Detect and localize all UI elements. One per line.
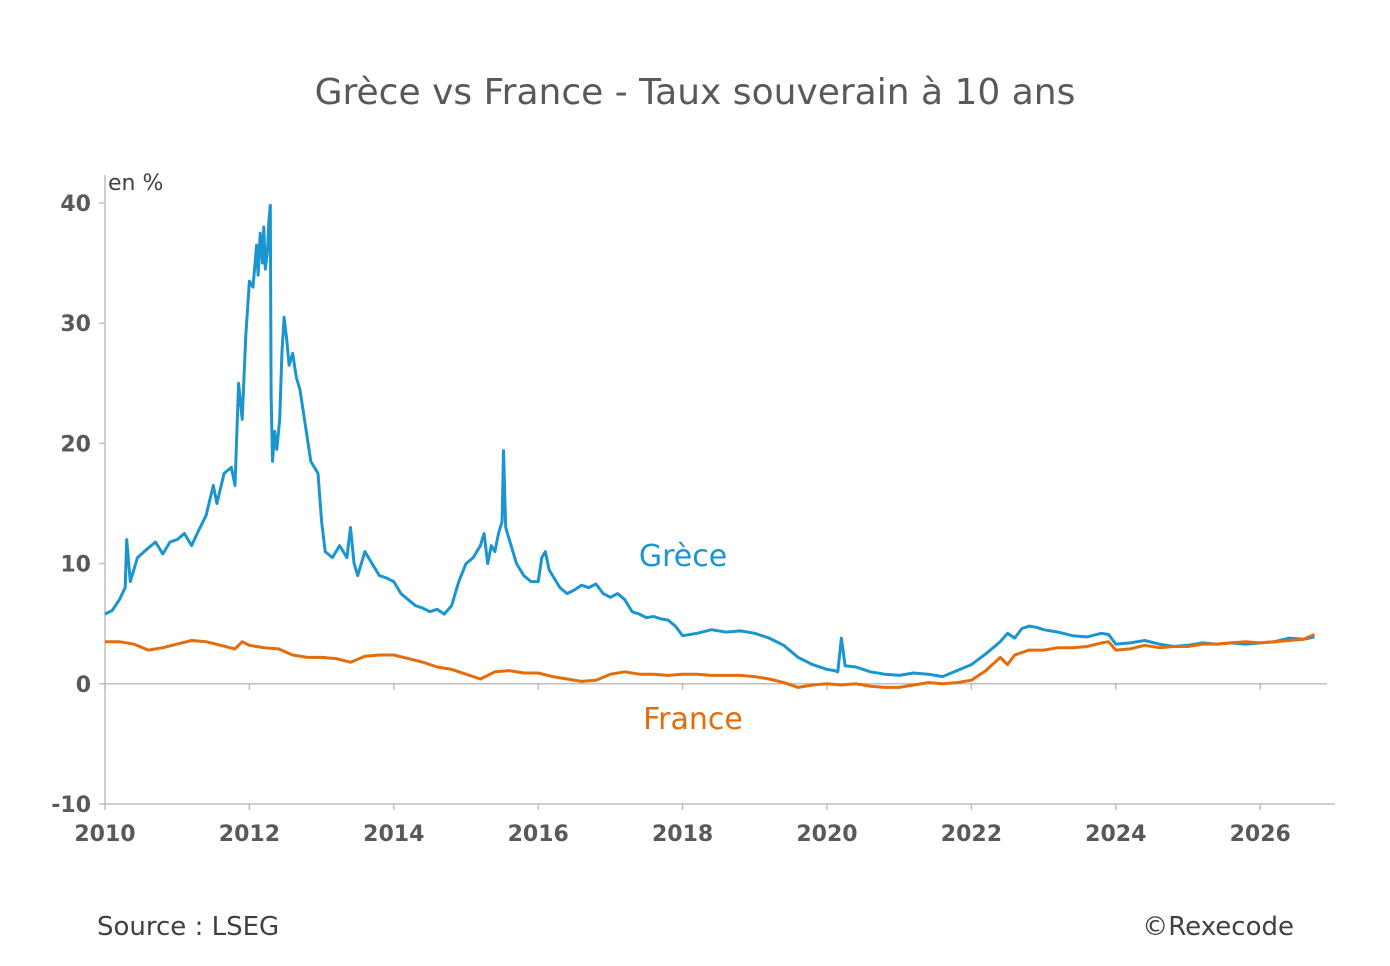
series-label-greece: Grèce — [639, 539, 727, 574]
x-tick-label: 2024 — [1085, 822, 1146, 847]
series-label-france: France — [643, 702, 743, 737]
x-tick-label: 2026 — [1230, 822, 1291, 847]
x-tick-label: 2012 — [219, 822, 280, 847]
series-line-france — [105, 633, 1316, 689]
y-axis-unit-label: en % — [108, 171, 163, 196]
x-tick-label: 2014 — [363, 822, 424, 847]
series-labels: Grèce France — [639, 539, 743, 737]
y-tick-label: 30 — [60, 312, 91, 337]
x-tick-label: 2022 — [941, 822, 1002, 847]
series-line-greece — [104, 203, 1315, 679]
y-tick-label: -10 — [51, 793, 91, 818]
x-tick-label: 2010 — [74, 822, 135, 847]
x-tick-label: 2018 — [652, 822, 713, 847]
y-tick-label: 10 — [60, 553, 91, 578]
source-note: Source : LSEG — [97, 912, 280, 942]
y-tick-label: 40 — [60, 192, 91, 217]
y-tick-label: 0 — [76, 673, 91, 698]
copyright-note: ©Rexecode — [1142, 912, 1294, 942]
series-lines — [104, 203, 1316, 689]
chart-title: Grèce vs France - Taux souverain à 10 an… — [314, 72, 1076, 113]
x-tick-label: 2020 — [796, 822, 857, 847]
y-tick-label: 20 — [60, 432, 91, 457]
x-tick-label: 2016 — [508, 822, 569, 847]
